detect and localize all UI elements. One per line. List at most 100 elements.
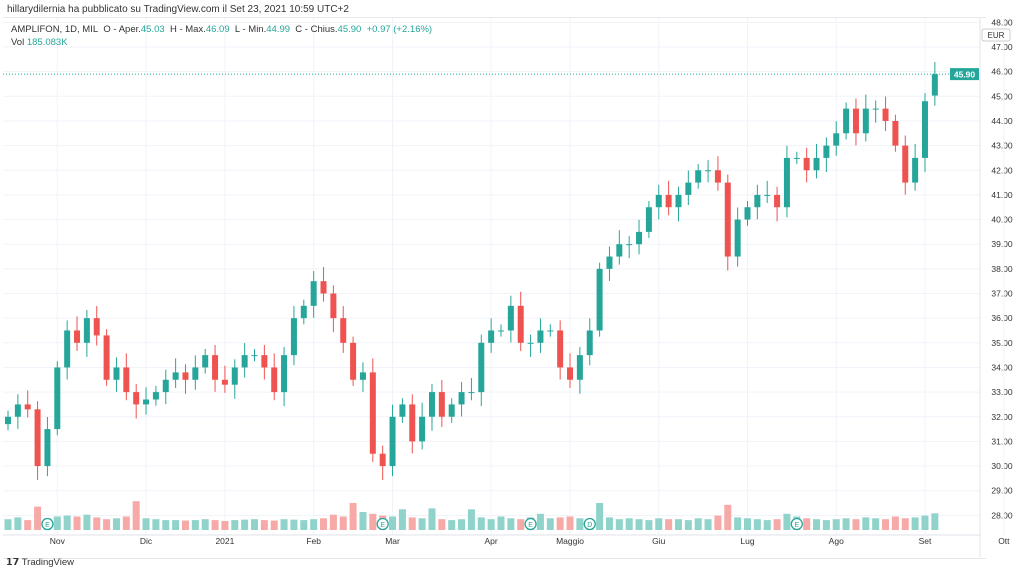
- y-tick-label: 35.00: [991, 338, 1013, 348]
- open-value: 45.03: [140, 24, 165, 35]
- volume-bar: [438, 519, 446, 530]
- earnings-marker: [41, 517, 54, 531]
- volume-bar: [211, 520, 219, 530]
- volume-bar: [477, 517, 485, 530]
- volume-bar: [911, 517, 919, 530]
- candle-body: [389, 416, 396, 467]
- candle-body: [626, 244, 633, 246]
- published-by: hillarydilernia ha pubblicato su Trading…: [7, 4, 349, 15]
- y-tick-label: 47.00: [991, 42, 1013, 52]
- volume-bar: [349, 503, 357, 530]
- y-tick-label: 37.00: [991, 289, 1013, 299]
- volume-bar: [822, 520, 830, 530]
- candle-body: [212, 355, 219, 380]
- volume-bar: [132, 501, 140, 530]
- candle-body: [517, 305, 524, 343]
- change-value: +0.97 (+2.16%): [366, 24, 433, 35]
- candle-body: [862, 108, 869, 134]
- event-label: E: [380, 522, 385, 529]
- candle-body: [320, 281, 327, 294]
- volume-bar: [655, 518, 663, 530]
- candle-body: [261, 355, 268, 368]
- volume-bar: [142, 518, 150, 530]
- candle-body: [754, 194, 761, 208]
- candle-body: [379, 453, 386, 467]
- x-tick-label: Set: [919, 536, 932, 546]
- candle-body: [74, 330, 81, 343]
- volume-bar: [103, 519, 111, 530]
- candle-body: [64, 330, 71, 368]
- volume-bar: [625, 518, 633, 530]
- volume-bar: [290, 519, 298, 530]
- symbol: AMPLIFON, 1D, MIL: [11, 24, 99, 35]
- x-tick-label: Dic: [140, 536, 153, 546]
- volume-bar: [152, 519, 160, 530]
- currency-label: EUR: [988, 31, 1005, 40]
- volume-bar: [53, 516, 61, 530]
- candle-body: [586, 330, 593, 356]
- candle-body: [113, 367, 120, 380]
- volume-bar: [872, 518, 880, 530]
- y-tick-label: 41.00: [991, 190, 1013, 200]
- volume-bar: [862, 517, 870, 530]
- candle-body: [448, 404, 455, 417]
- close-label: C - Chius.: [295, 24, 338, 35]
- candle-body: [281, 355, 288, 393]
- volume-bar: [517, 519, 525, 530]
- candle-body: [83, 318, 90, 343]
- x-tick-label: Apr: [485, 536, 498, 546]
- volume-bar: [63, 515, 71, 530]
- y-tick-label: 43.00: [991, 141, 1013, 151]
- y-tick-label: 33.00: [991, 387, 1013, 397]
- candle-body: [734, 219, 741, 257]
- candle-body: [774, 194, 781, 208]
- high-label: H - Max.: [169, 24, 206, 35]
- volume-bar: [734, 517, 742, 530]
- y-tick-label: 48.00: [991, 17, 1013, 27]
- candle-body: [478, 342, 485, 393]
- volume-bar: [891, 516, 899, 530]
- volume-bar: [576, 518, 584, 530]
- volume-bar: [615, 519, 623, 530]
- candle-body: [783, 157, 790, 208]
- volume-bar: [428, 508, 436, 530]
- volume-bar: [921, 515, 929, 530]
- candle-body: [675, 194, 682, 208]
- y-tick-label: 42.00: [991, 165, 1013, 175]
- volume-bar: [24, 520, 32, 530]
- y-tick-label: 32.00: [991, 412, 1013, 422]
- y-tick-label: 44.00: [991, 116, 1013, 126]
- volume-bar: [665, 519, 673, 530]
- candle-body: [251, 355, 258, 357]
- event-label: E: [528, 522, 533, 529]
- volume-bar: [310, 519, 318, 530]
- candle-body: [438, 392, 445, 417]
- candle-body: [921, 101, 928, 158]
- volume-bar: [241, 519, 249, 530]
- chart-frame[interactable]: [3, 17, 986, 559]
- candle-body: [271, 367, 278, 393]
- volume-bar: [803, 518, 811, 530]
- volume-bar: [694, 518, 702, 530]
- candle-body: [576, 355, 583, 380]
- candle-body: [359, 372, 366, 380]
- volume-bar: [172, 520, 180, 530]
- volume-bar: [280, 519, 288, 530]
- volume-bar: [507, 518, 515, 530]
- candle-body: [182, 372, 189, 380]
- volume-bar: [4, 519, 12, 530]
- event-label: D: [587, 522, 592, 529]
- candle-body: [724, 182, 731, 257]
- earnings-marker: [524, 517, 537, 531]
- candle-body: [931, 74, 938, 96]
- tradingview-logo: 𝟭𝟳 TradingView: [6, 557, 74, 568]
- y-tick-label: 46.00: [991, 67, 1013, 77]
- y-tick-label: 45.00: [991, 91, 1013, 101]
- logo-text: TradingView: [21, 557, 74, 568]
- volume-bar: [260, 520, 268, 530]
- candle-body: [369, 372, 376, 454]
- volume-bar: [724, 504, 732, 530]
- x-tick-label: 2021: [215, 536, 234, 546]
- volume-bar: [546, 518, 554, 530]
